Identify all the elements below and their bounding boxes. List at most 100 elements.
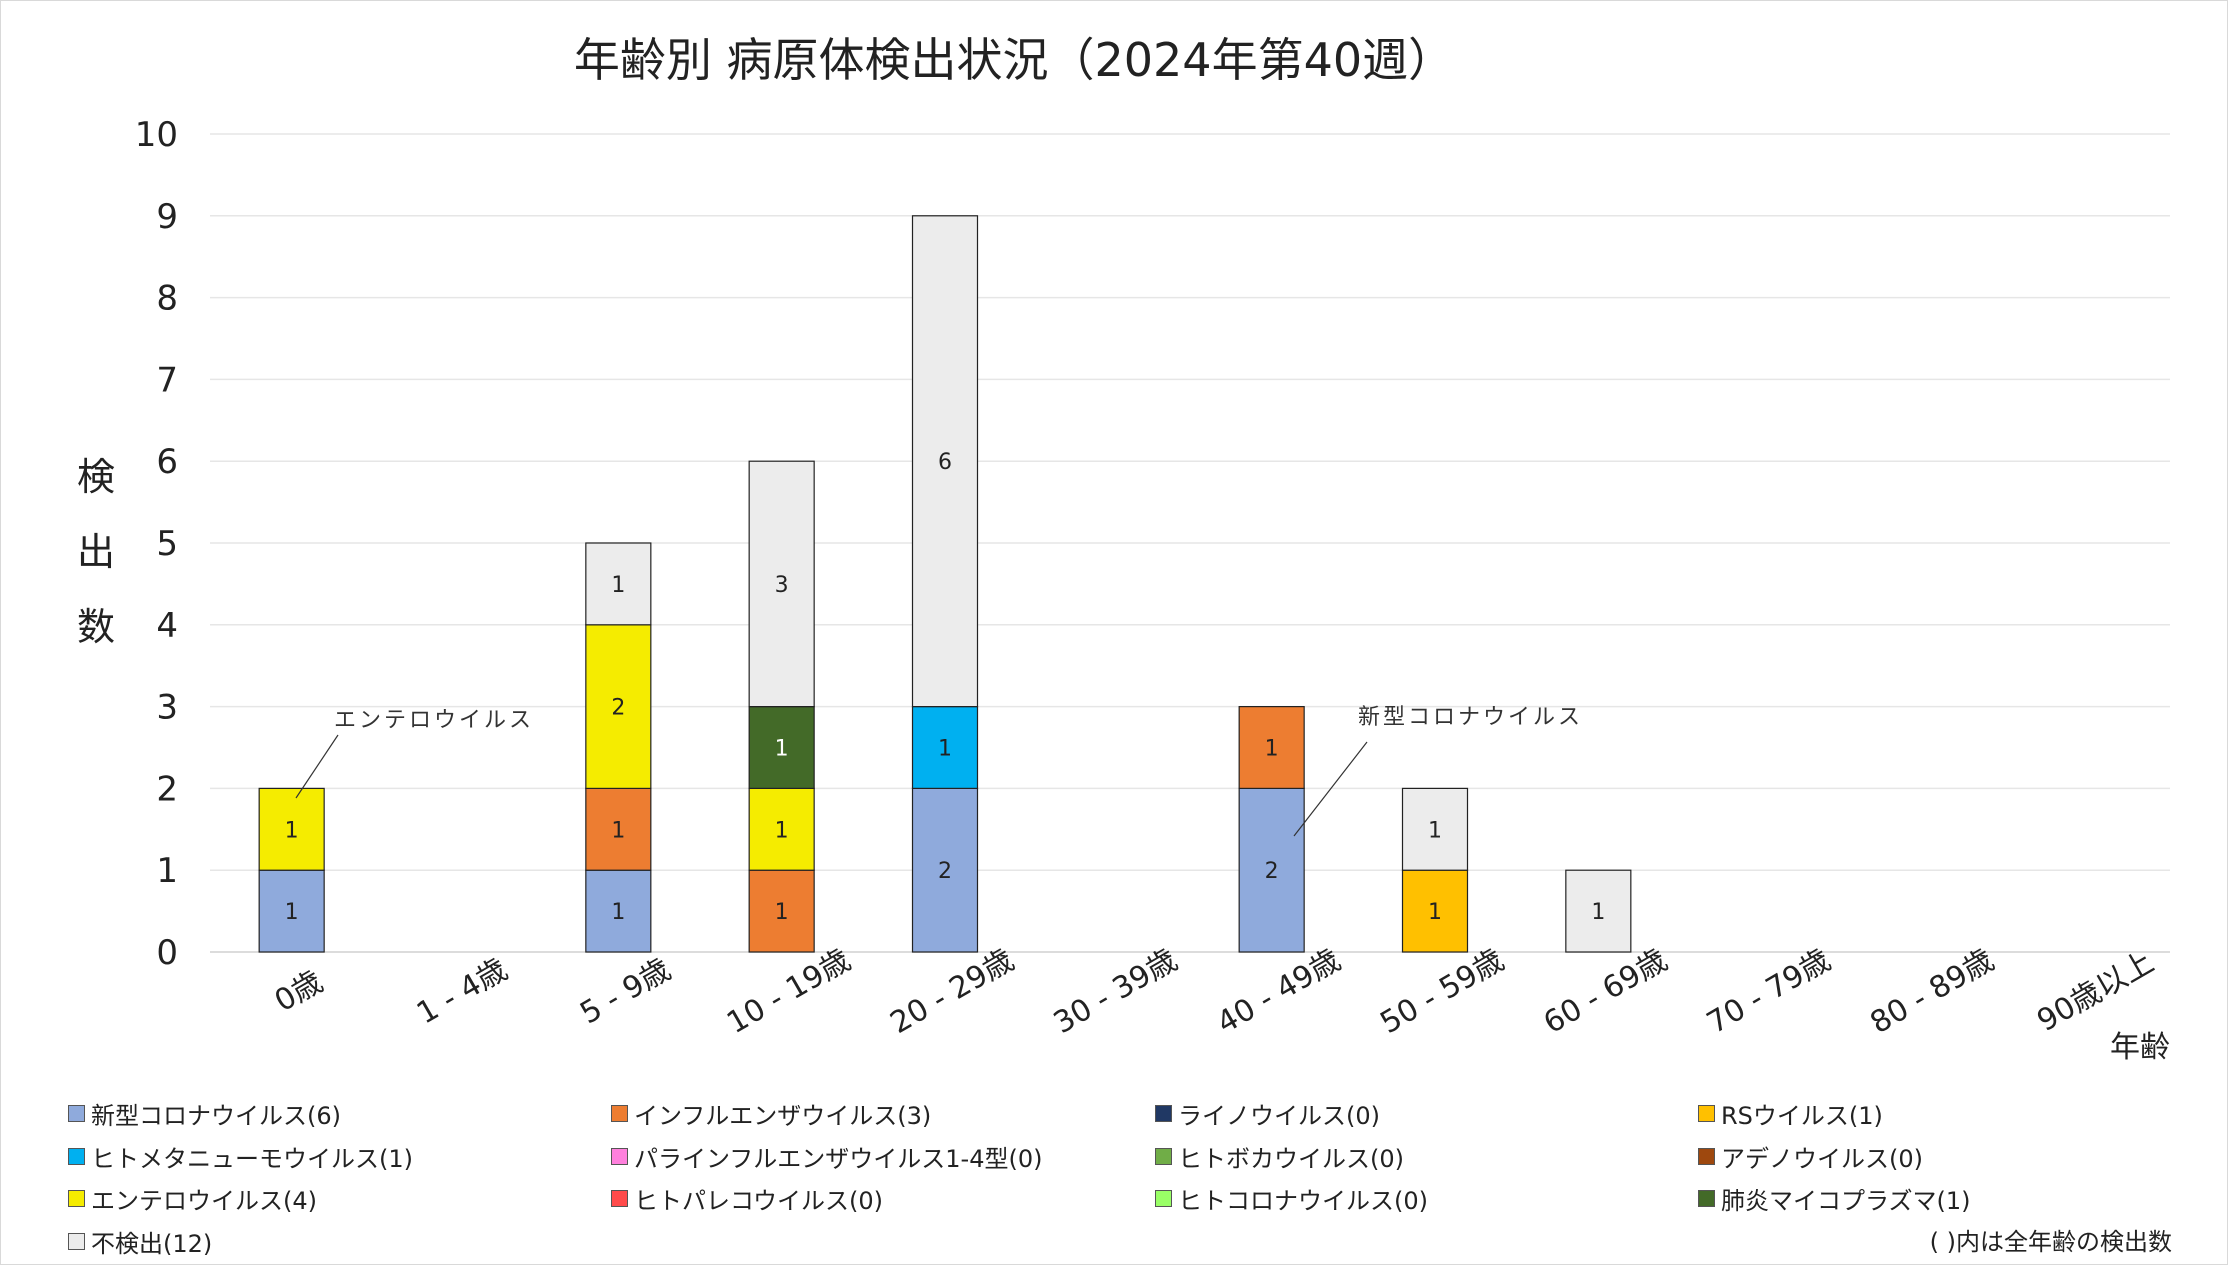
data-label: 1 (285, 818, 299, 843)
legend-swatch (68, 1148, 85, 1165)
legend-item: 肺炎マイコプラズマ(1) (1698, 1181, 1971, 1216)
legend-label: ヒトコロナウイルス(0) (1178, 1187, 1428, 1215)
legend-item: インフルエンザウイルス(3) (611, 1096, 931, 1131)
data-label: 3 (775, 573, 789, 598)
legend-label: 肺炎マイコプラズマ(1) (1721, 1187, 1971, 1215)
y-tick-label: 1 (156, 851, 178, 891)
bar-segment (1401, 787, 1469, 871)
bar-segment (585, 869, 652, 953)
legend-swatch (1698, 1190, 1715, 1207)
x-tick-label: 10 - 19歳 (721, 943, 856, 1041)
legend-label: パラインフルエンザウイルス1-4型(0) (634, 1145, 1043, 1173)
data-label: 1 (1428, 818, 1442, 843)
legend-swatch (611, 1190, 628, 1207)
x-tick-label: 80 - 89歳 (1865, 943, 2000, 1041)
y-tick-label: 10 (135, 115, 178, 155)
legend-label: エンテロウイルス(4) (91, 1187, 317, 1215)
x-tick-label: 40 - 49歳 (1211, 943, 1346, 1041)
bar-segment (911, 787, 979, 953)
x-tick-label: 70 - 79歳 (1701, 943, 1836, 1041)
data-label: 1 (938, 737, 952, 762)
legend-item: RSウイルス(1) (1698, 1096, 1883, 1131)
annotation-leader-line (295, 734, 339, 799)
y-tick-label: 5 (156, 524, 178, 564)
legend-label: RSウイルス(1) (1721, 1102, 1883, 1130)
data-label: 1 (775, 737, 789, 762)
bar-segment (585, 542, 652, 626)
legend-swatch (611, 1148, 628, 1165)
data-label: 1 (1591, 900, 1605, 925)
footnote: ( )内は全年齢の検出数 (1929, 1228, 2172, 1256)
x-tick-label: 20 - 29歳 (885, 943, 1020, 1041)
legend-swatch (68, 1233, 85, 1250)
data-label: 6 (938, 450, 952, 475)
bar-segment (911, 215, 979, 708)
bar-segment (748, 460, 815, 708)
legend-swatch (611, 1105, 628, 1122)
legend-item: 不検出(12) (68, 1224, 212, 1259)
bar-segment (1238, 705, 1305, 789)
data-label: 2 (938, 859, 952, 884)
y-tick-label: 6 (156, 442, 178, 482)
legend-item: ヒトコロナウイルス(0) (1155, 1181, 1428, 1216)
y-tick-label: 2 (156, 769, 178, 809)
annotation-label: 新型コロナウイルス (1358, 705, 1583, 730)
bar-segment (585, 787, 652, 871)
x-tick-label: 1 - 4歳 (411, 952, 513, 1031)
data-label: 2 (1265, 859, 1279, 884)
legend-swatch (1155, 1148, 1172, 1165)
x-tick-label: 5 - 9歳 (574, 952, 676, 1031)
legend-label: ヒトメタニューモウイルス(1) (91, 1145, 413, 1173)
legend-label: 不検出(12) (91, 1230, 213, 1258)
data-label: 1 (611, 900, 625, 925)
bar-segment (1565, 869, 1632, 953)
legend-item: 新型コロナウイルス(6) (68, 1096, 341, 1131)
legend-label: 新型コロナウイルス(6) (91, 1102, 341, 1130)
legend-item: ヒトボカウイルス(0) (1155, 1139, 1404, 1174)
x-tick-label: 90歳以上 (2031, 945, 2160, 1039)
legend-item: ヒトメタニューモウイルス(1) (68, 1139, 413, 1174)
y-tick-label: 8 (156, 279, 178, 319)
x-tick-label: 30 - 39歳 (1048, 943, 1183, 1041)
x-axis-label: 年齢 (2110, 1030, 2170, 1065)
y-tick-label: 3 (156, 688, 178, 728)
data-label: 1 (1428, 900, 1442, 925)
y-axis-label: 検 (77, 455, 115, 499)
legend-swatch (68, 1105, 85, 1122)
annotation-label: エンテロウイルス (334, 708, 534, 733)
y-tick-label: 4 (156, 606, 178, 646)
y-tick-label: 0 (156, 933, 178, 973)
data-label: 1 (1265, 737, 1279, 762)
legend-item: パラインフルエンザウイルス1-4型(0) (611, 1139, 1042, 1174)
data-label: 1 (611, 573, 625, 598)
y-axis-label: 数 (77, 605, 115, 649)
legend-label: ヒトボカウイルス(0) (1178, 1145, 1404, 1173)
bar-segment (1401, 869, 1469, 953)
legend-swatch (1155, 1105, 1172, 1122)
legend-label: アデノウイルス(0) (1721, 1145, 1923, 1173)
legend-label: ライノウイルス(0) (1178, 1102, 1380, 1130)
bar-segment (911, 705, 979, 789)
legend-label: ヒトパレコウイルス(0) (634, 1187, 884, 1215)
legend-swatch (1698, 1105, 1715, 1122)
x-tick-label: 50 - 59歳 (1375, 943, 1510, 1041)
chart-title: 年齢別 病原体検出状況（2024年第40週） (574, 33, 1454, 87)
x-tick-label: 60 - 69歳 (1538, 943, 1673, 1041)
y-axis-label: 出 (77, 530, 115, 574)
legend-item: ライノウイルス(0) (1155, 1096, 1380, 1131)
legend-item: アデノウイルス(0) (1698, 1139, 1923, 1174)
legend-swatch (1155, 1190, 1172, 1207)
y-tick-label: 9 (156, 197, 178, 237)
bar-segment (748, 787, 815, 871)
legend-swatch (68, 1190, 85, 1207)
bar-segment (748, 705, 815, 789)
data-label: 1 (775, 900, 789, 925)
legend-item: ヒトパレコウイルス(0) (611, 1181, 883, 1216)
bar-segment (258, 787, 325, 871)
y-tick-label: 7 (156, 360, 178, 400)
data-label: 1 (611, 818, 625, 843)
bar-segment (748, 869, 815, 953)
legend-label: インフルエンザウイルス(3) (634, 1102, 932, 1130)
data-label: 1 (775, 818, 789, 843)
